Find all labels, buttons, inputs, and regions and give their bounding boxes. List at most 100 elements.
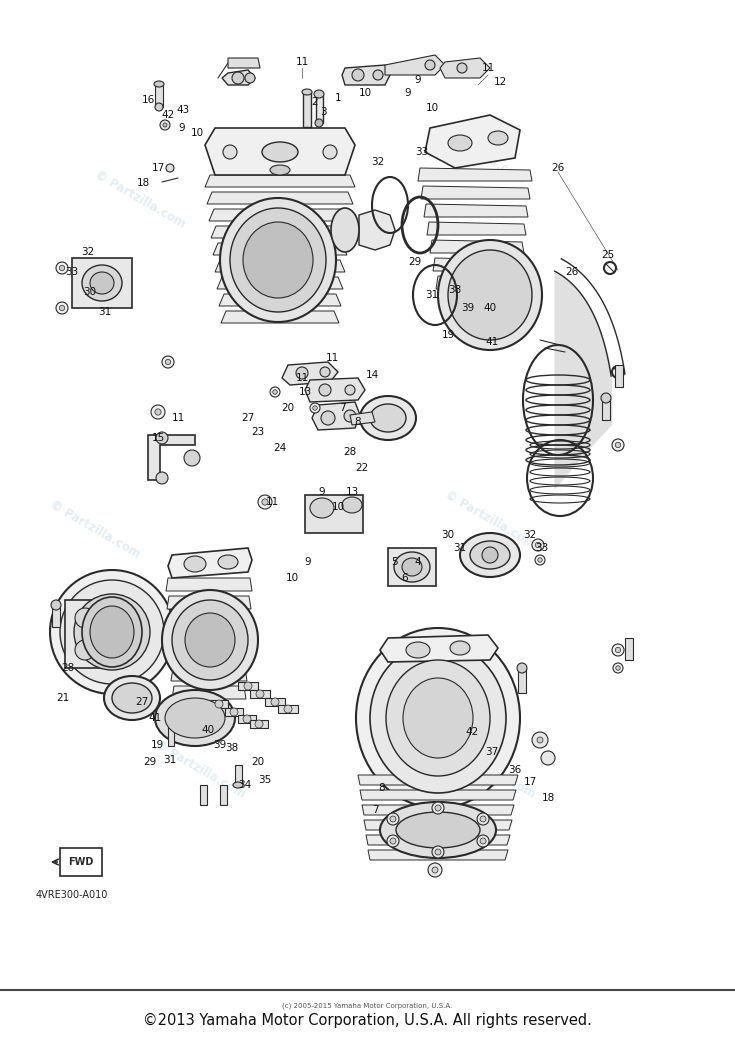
Ellipse shape — [394, 552, 430, 582]
Polygon shape — [385, 55, 445, 74]
Ellipse shape — [90, 606, 134, 658]
Text: 32: 32 — [82, 247, 95, 257]
Text: 10: 10 — [285, 573, 298, 583]
Text: 12: 12 — [493, 77, 506, 87]
Polygon shape — [171, 668, 247, 681]
Circle shape — [601, 393, 611, 403]
Ellipse shape — [448, 250, 532, 340]
Text: 18: 18 — [137, 178, 150, 188]
Polygon shape — [418, 168, 532, 181]
Ellipse shape — [104, 676, 160, 720]
Circle shape — [255, 720, 263, 728]
Circle shape — [432, 868, 438, 873]
Polygon shape — [359, 210, 395, 250]
Bar — [65, 600, 105, 668]
Circle shape — [223, 145, 237, 159]
Ellipse shape — [396, 812, 480, 848]
Text: 23: 23 — [251, 427, 265, 437]
Bar — [238, 682, 258, 690]
Circle shape — [345, 385, 355, 395]
Ellipse shape — [386, 660, 490, 776]
Ellipse shape — [331, 208, 359, 252]
Text: 34: 34 — [238, 780, 251, 790]
Circle shape — [428, 863, 442, 877]
Text: 28: 28 — [62, 663, 75, 673]
Circle shape — [166, 164, 174, 172]
Text: 41: 41 — [485, 337, 498, 347]
Bar — [225, 708, 243, 716]
Text: 42: 42 — [162, 110, 175, 120]
Ellipse shape — [230, 208, 326, 312]
Circle shape — [615, 443, 620, 448]
Text: © Partzilla.com: © Partzilla.com — [432, 124, 528, 186]
Polygon shape — [168, 614, 250, 627]
Ellipse shape — [75, 640, 95, 660]
Circle shape — [258, 495, 272, 509]
Circle shape — [482, 547, 498, 563]
Bar — [200, 785, 207, 805]
Bar — [602, 398, 610, 420]
Circle shape — [184, 450, 200, 466]
Text: 13: 13 — [345, 487, 359, 497]
Circle shape — [390, 838, 396, 844]
Text: 39: 39 — [462, 303, 475, 313]
Ellipse shape — [154, 81, 164, 87]
Text: FWD: FWD — [68, 857, 93, 868]
Text: 9: 9 — [179, 123, 185, 133]
Bar — [305, 495, 363, 533]
Text: 20: 20 — [282, 403, 295, 413]
Text: 31: 31 — [453, 543, 467, 553]
Text: 11: 11 — [295, 57, 309, 67]
Circle shape — [615, 647, 620, 652]
Polygon shape — [425, 115, 520, 168]
Circle shape — [215, 700, 223, 708]
Text: 30: 30 — [442, 530, 454, 540]
Text: 7: 7 — [372, 805, 379, 815]
Circle shape — [315, 119, 323, 127]
Bar — [316, 95, 323, 123]
Ellipse shape — [184, 556, 206, 572]
Bar — [235, 765, 242, 785]
Ellipse shape — [243, 222, 313, 298]
Text: 7: 7 — [339, 403, 345, 413]
Ellipse shape — [314, 90, 324, 98]
Ellipse shape — [460, 533, 520, 577]
Circle shape — [90, 611, 134, 654]
Polygon shape — [221, 311, 339, 323]
Polygon shape — [312, 402, 360, 430]
Polygon shape — [440, 58, 490, 78]
Text: 19: 19 — [442, 330, 455, 340]
Bar — [388, 548, 436, 586]
Circle shape — [313, 406, 318, 410]
Circle shape — [387, 813, 399, 825]
Bar — [250, 690, 270, 698]
Circle shape — [612, 438, 624, 451]
Text: 17: 17 — [151, 163, 165, 173]
Polygon shape — [430, 240, 524, 253]
Text: 11: 11 — [481, 63, 495, 73]
Text: 8: 8 — [379, 783, 385, 793]
Circle shape — [319, 384, 331, 397]
Circle shape — [612, 644, 624, 656]
Text: 31: 31 — [98, 307, 112, 317]
Circle shape — [51, 600, 61, 611]
Circle shape — [425, 60, 435, 70]
Circle shape — [535, 542, 541, 548]
Text: 9: 9 — [319, 487, 326, 497]
Polygon shape — [148, 435, 195, 480]
Text: 29: 29 — [143, 757, 157, 767]
Circle shape — [56, 262, 68, 274]
Ellipse shape — [172, 600, 248, 680]
Ellipse shape — [270, 165, 290, 175]
Circle shape — [232, 72, 244, 84]
Text: 26: 26 — [565, 267, 578, 277]
Polygon shape — [433, 258, 522, 271]
Text: 17: 17 — [523, 777, 537, 787]
Circle shape — [432, 845, 444, 858]
Polygon shape — [362, 805, 514, 815]
Text: 24: 24 — [273, 443, 287, 453]
Circle shape — [480, 816, 486, 822]
Ellipse shape — [262, 142, 298, 162]
Text: 35: 35 — [259, 775, 272, 785]
Polygon shape — [215, 260, 345, 272]
